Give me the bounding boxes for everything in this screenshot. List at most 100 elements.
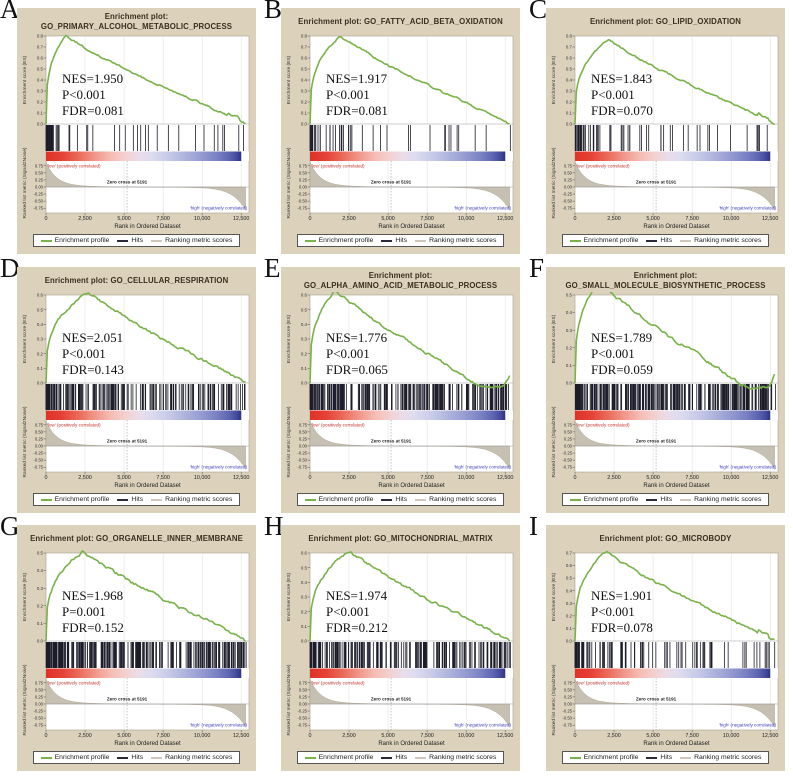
- metric-tick-label: 0.50: [34, 170, 43, 175]
- x-tick-label: 10,000: [457, 216, 474, 222]
- zero-cross-label: Zero cross at 5191: [106, 180, 147, 185]
- metric-tick-label: -0.25: [33, 192, 43, 197]
- es-tick-label: 0.8: [36, 34, 43, 39]
- legend-row: Enrichment profile Hits Ranking metric sco…: [17, 493, 256, 506]
- legend-item: Enrichment profile: [40, 237, 109, 244]
- metric-tick-label: 0.00: [563, 702, 572, 707]
- x-axis-label: Rank in Ordered Dataset: [378, 224, 445, 230]
- positive-phenotype-label: 'low' (positively correlated): [47, 681, 101, 686]
- x-tick-label: 12,500: [496, 475, 513, 481]
- panel-box: Enrichment plot: GO_CELLULAR_RESPIRATION…: [17, 267, 256, 513]
- negative-phenotype-label: 'high' (negatively correlated): [718, 206, 776, 211]
- x-tick-label: 12,500: [232, 733, 249, 739]
- stat-nes: NES=1.968: [62, 588, 123, 603]
- panel-letter: E: [264, 253, 281, 283]
- metric-tick-label: -0.75: [297, 465, 307, 470]
- metric-tick-label: -0.50: [297, 199, 307, 204]
- legend-label: Enrichment profile: [583, 496, 639, 503]
- es-tick-label: 0.0: [300, 639, 307, 644]
- metric-tick-label: 0.75: [34, 163, 43, 168]
- x-tick-label: 0: [308, 216, 311, 222]
- x-tick-label: 12,500: [232, 475, 249, 481]
- legend-label: Enrichment profile: [583, 237, 639, 244]
- enrichment-score-curve: [308, 551, 510, 642]
- es-tick-label: 0.0: [36, 122, 43, 127]
- metric-axis-label: Ranked list metric (Signal2Noise): [286, 406, 292, 477]
- legend-dash-icon: [680, 756, 692, 759]
- metric-tick-label: 0.75: [34, 422, 43, 427]
- negative-phenotype-label: 'high' (negatively correlated): [453, 723, 511, 728]
- enrichment-chart: 0.7 0.6 0.5 0.4 0.3 0.2 0.1 0.0 0.75 0.50 0.25 0.00…: [551, 551, 778, 747]
- zero-cross-label: Zero cross at 5191: [370, 697, 411, 702]
- metric-tick-label: 0.25: [563, 177, 572, 182]
- panel-title-line1: Enrichment plot:: [633, 271, 698, 280]
- x-tick-label: 5,000: [646, 475, 660, 481]
- x-tick-label: 10,000: [193, 216, 210, 222]
- panel-title: Enrichment plot: GO_CELLULAR_RESPIRATION: [17, 267, 256, 292]
- panel-title-line1: Enrichment plot:: [104, 12, 169, 21]
- panel-title-line1: Enrichment plot: GO_MITOCHONDRIAL_MATRIX: [308, 534, 493, 543]
- negative-phenotype-label: 'high' (negatively correlated): [189, 206, 247, 211]
- metric-tick-label: -0.25: [562, 192, 572, 197]
- zero-cross-label: Zero cross at 5191: [370, 180, 411, 185]
- es-tick-label: 0.1: [36, 111, 43, 116]
- es-tick-label: 0.2: [300, 100, 307, 105]
- panel-letter: B: [264, 0, 283, 24]
- legend-label: Hits: [660, 754, 673, 761]
- metric-tick-label: -0.75: [297, 723, 307, 728]
- x-axis-label: Rank in Ordered Dataset: [643, 483, 710, 489]
- rank-heat-strip: [309, 668, 513, 678]
- x-tick-label: 2,500: [342, 475, 356, 481]
- es-tick-label: 0.5: [36, 551, 43, 556]
- es-tick-label: 0.1: [36, 621, 43, 626]
- es-tick-label: 0.5: [565, 67, 572, 72]
- legend-dash-icon: [569, 756, 581, 759]
- legend-label: Ranking metric scores: [429, 496, 497, 503]
- panel-box: Enrichment plot: GO_PRIMARY_ALCOHOL_METAB…: [17, 8, 256, 254]
- es-tick-label: 0.5: [300, 307, 307, 312]
- chart-legend: Enrichment profile Hits Ranking metric sco…: [296, 751, 505, 764]
- metric-tick-label: 0.25: [34, 694, 43, 699]
- enrichment-chart: 0.6 0.5 0.4 0.3 0.2 0.1 0.0 0.75 0.50 0.25 0.00 -0.…: [286, 551, 513, 747]
- legend-item: Ranking metric scores: [151, 237, 232, 244]
- legend-label: Enrichment profile: [54, 754, 110, 761]
- metric-tick-label: -0.50: [33, 199, 43, 204]
- es-tick-label: 0.4: [565, 310, 572, 315]
- es-tick-label: 0.5: [300, 67, 307, 72]
- es-axis-label: Enrichment score (ES): [286, 314, 292, 363]
- x-tick-label: 12,500: [496, 216, 513, 222]
- panel-box: Enrichment plot: GO_FATTY_ACID_BETA_OXID…: [281, 8, 520, 254]
- legend-label: Ranking metric scores: [165, 754, 233, 761]
- es-tick-label: 0.7: [300, 45, 307, 50]
- es-tick-label: 0.4: [36, 322, 43, 327]
- legend-dash-icon: [40, 498, 52, 501]
- es-tick-label: 0.3: [36, 586, 43, 591]
- x-tick-label: 0: [44, 475, 47, 481]
- legend-item: Hits: [117, 496, 143, 503]
- panel-title-line1: Enrichment plot: GO_CELLULAR_RESPIRATION: [44, 276, 229, 285]
- chart-legend: Enrichment profile Hits Ranking metric sco…: [561, 234, 770, 247]
- metric-tick-label: -0.25: [562, 451, 572, 456]
- stat-nes: NES=1.950: [62, 71, 123, 86]
- legend-item: Ranking metric scores: [151, 496, 232, 503]
- plot-area: [309, 294, 513, 473]
- es-axis-label: Enrichment score (ES): [22, 55, 28, 104]
- metric-tick-label: -0.25: [33, 709, 43, 714]
- panel-title: Enrichment plot: GO_MITOCHONDRIAL_MATRIX: [281, 525, 520, 550]
- x-tick-label: 5,000: [381, 733, 395, 739]
- plot-area: [574, 294, 778, 473]
- metric-axis-label: Ranked list metric (Signal2Noise): [22, 147, 28, 218]
- es-tick-label: 0.6: [300, 56, 307, 61]
- gsea-panel-b: B Enrichment plot: GO_FATTY_ACID_BETA_OXI…: [264, 0, 528, 259]
- enrichment-score-curve: [44, 292, 246, 384]
- metric-tick-label: 0.25: [298, 694, 307, 699]
- stat-fdr: FDR=0.059: [591, 362, 653, 377]
- panel-title: Enrichment plot: GO_MICROBODY: [546, 525, 785, 550]
- x-tick-label: 10,000: [193, 475, 210, 481]
- legend-item: Hits: [381, 237, 407, 244]
- legend-row: Enrichment profile Hits Ranking metric sco…: [281, 751, 520, 764]
- metric-axis-label: Ranked list metric (Signal2Noise): [286, 147, 292, 218]
- metric-tick-label: 0.50: [563, 687, 572, 692]
- legend-dash-icon: [304, 498, 316, 501]
- enrichment-score-curve: [44, 34, 246, 125]
